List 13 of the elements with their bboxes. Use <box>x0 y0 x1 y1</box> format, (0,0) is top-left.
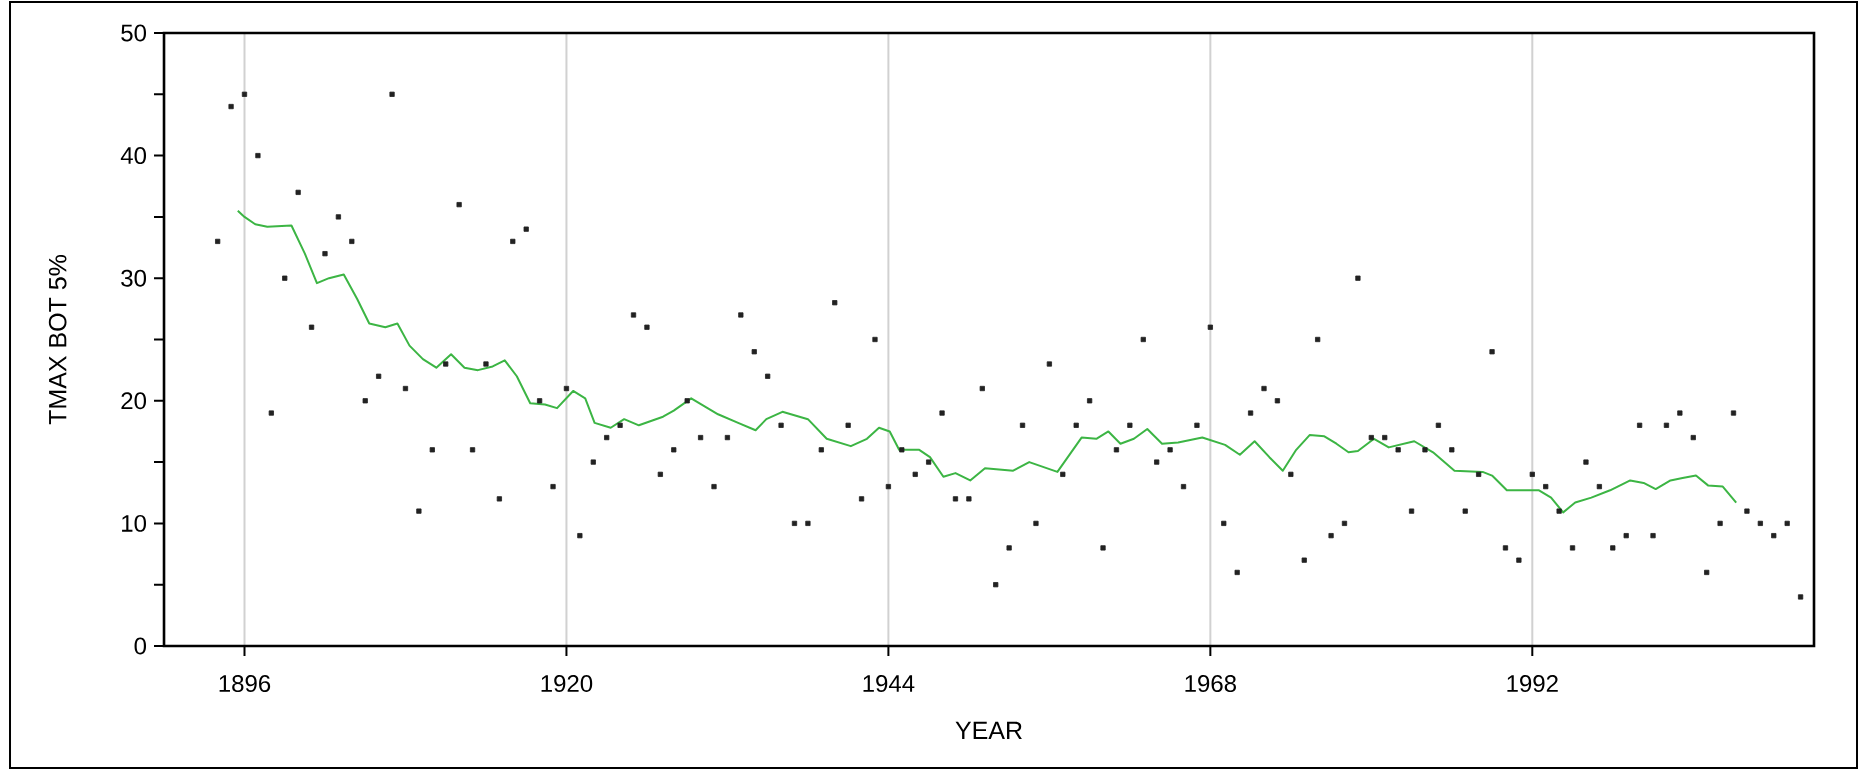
y-tick-label: 30 <box>121 269 147 287</box>
y-tick-label: 40 <box>120 147 147 165</box>
y-tick-label: 50 <box>121 24 147 42</box>
x-tick-label: 1968 <box>1185 675 1236 693</box>
x-tick-label: 1992 <box>1507 675 1558 693</box>
x-tick-label: 1944 <box>863 675 915 693</box>
y-tick-label: 10 <box>122 514 147 532</box>
y-axis-title: TMAX BOT 5% <box>48 254 67 425</box>
y-tick-label: 20 <box>121 392 147 410</box>
x-tick-label: 1896 <box>219 675 271 693</box>
y-tick-label: 0 <box>134 637 147 655</box>
x-tick-label: 1920 <box>541 675 593 693</box>
x-axis-title: YEAR <box>955 721 1022 739</box>
